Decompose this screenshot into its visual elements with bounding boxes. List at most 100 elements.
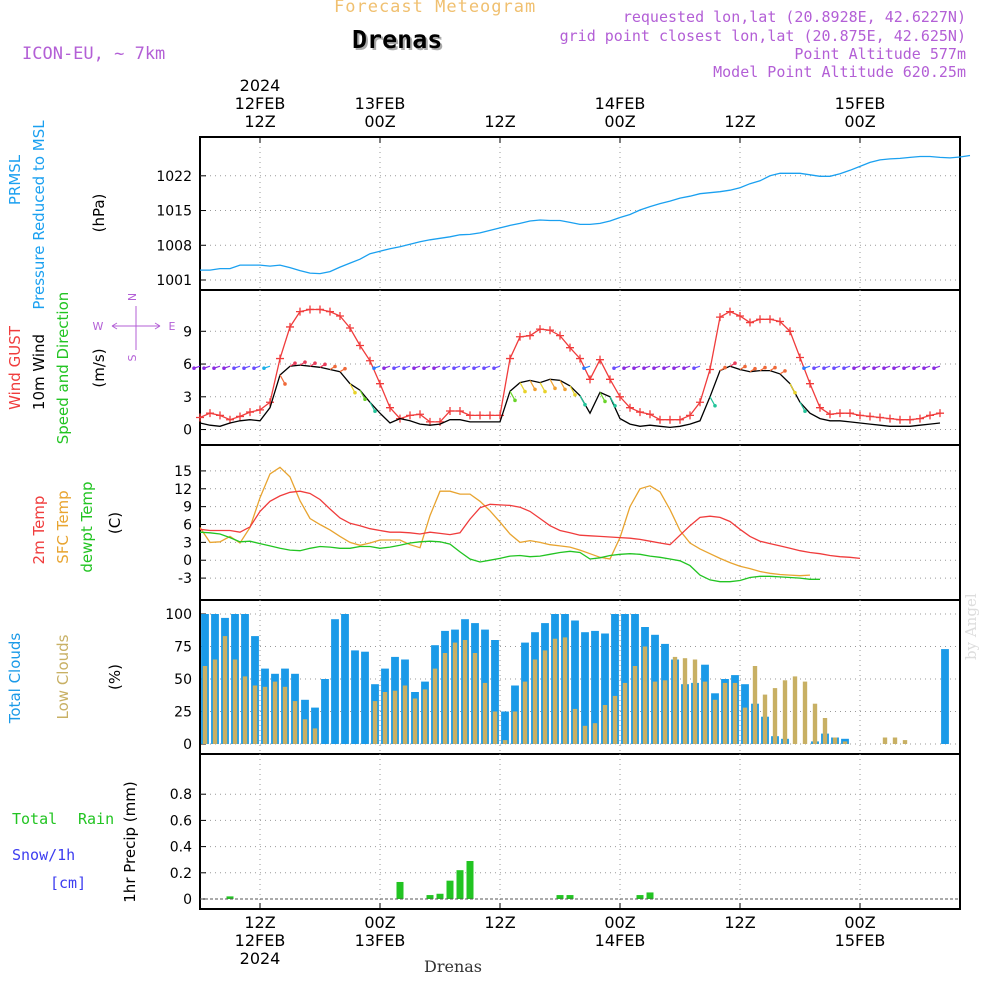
low-cloud-bar xyxy=(372,701,378,744)
wind-arrow-head xyxy=(743,364,747,369)
bottom-time-label: 00Z xyxy=(844,913,875,932)
low-cloud-bar xyxy=(312,728,318,744)
total-cloud-bar xyxy=(941,649,949,744)
wind-arrow-head xyxy=(612,366,616,371)
gust-marker xyxy=(486,411,494,420)
low-cloud-bar xyxy=(622,682,628,744)
wind-arrow-head xyxy=(912,366,916,371)
compass-west: W xyxy=(93,320,104,333)
low-cloud-bar xyxy=(512,711,518,744)
wind-arrow-head xyxy=(583,402,587,407)
gust-marker xyxy=(356,341,364,350)
precip-bar xyxy=(226,896,234,899)
gust-marker xyxy=(696,398,704,407)
compass-south: S xyxy=(126,354,139,361)
ylabel-percent: (%) xyxy=(106,664,124,690)
gust-marker xyxy=(386,403,394,412)
gust-marker xyxy=(886,414,894,423)
wind-arrow-head xyxy=(622,366,626,371)
wind-arrow-head xyxy=(563,387,567,392)
y-tick-label: 0 xyxy=(183,553,192,569)
y-tick-label: 0.2 xyxy=(170,866,192,882)
wind-arrow-head xyxy=(662,366,666,371)
wind-arrow-head xyxy=(202,366,206,371)
total-cloud-bar xyxy=(611,614,619,744)
low-cloud-bar xyxy=(252,685,258,744)
gust-marker xyxy=(736,312,744,321)
top-time-label: 12Z xyxy=(724,112,755,131)
ylabel-hpa: (hPa) xyxy=(90,194,108,233)
gust-marker xyxy=(596,355,604,364)
low-cloud-bar xyxy=(772,688,778,744)
low-cloud-bar xyxy=(522,681,528,744)
low-cloud-bar xyxy=(302,719,308,744)
gust-marker xyxy=(416,410,424,419)
bottom-time-label: 00Z xyxy=(604,913,635,932)
wind-arrow-head xyxy=(932,366,936,371)
low-cloud-bar xyxy=(842,741,848,744)
total-cloud-bar xyxy=(351,650,359,744)
top-time-label: 00Z xyxy=(604,112,635,131)
wind-arrow-head xyxy=(713,403,717,408)
wind-arrow-head xyxy=(472,366,476,371)
wind-arrow-head xyxy=(462,366,466,371)
ylabel-celsius: (C) xyxy=(106,512,124,534)
gust-marker xyxy=(846,409,854,418)
total-cloud-bar xyxy=(501,711,509,744)
ylabel-ms: (m/s) xyxy=(90,348,108,387)
wind-arrow-head xyxy=(313,361,317,366)
low-cloud-bar xyxy=(632,666,638,744)
legend-cm: [cm] xyxy=(50,874,86,892)
gust-marker xyxy=(456,406,464,415)
y-tick-label: 25 xyxy=(174,705,192,721)
low-cloud-bar xyxy=(782,680,788,744)
y-tick-label: 6 xyxy=(183,518,192,534)
top-time-label: 00Z xyxy=(844,112,875,131)
legend-rain: Rain xyxy=(78,810,114,828)
y-tick-label: 1008 xyxy=(156,238,192,254)
low-cloud-bar xyxy=(582,725,588,744)
y-tick-label: 1001 xyxy=(156,273,192,289)
wind-arrow-head xyxy=(232,366,236,371)
low-cloud-bar xyxy=(442,653,448,744)
y-tick-label: 0.8 xyxy=(170,787,192,803)
precip-bar xyxy=(436,893,444,899)
y-tick-label: 0 xyxy=(183,892,192,908)
ylabel-low-clouds: Low Clouds xyxy=(54,634,72,719)
wind-arrow-head xyxy=(323,362,327,367)
gust-marker xyxy=(936,409,944,418)
sfc-temp-line xyxy=(199,466,811,577)
ylabel-2m-temp: 2m Temp xyxy=(30,496,48,565)
gust-marker xyxy=(686,411,694,420)
wind-arrow-head xyxy=(723,365,727,370)
y-tick-label: 15 xyxy=(174,464,192,480)
precip-bar xyxy=(396,881,404,899)
wind-arrow-head xyxy=(872,366,876,371)
wind-arrow-head xyxy=(682,366,686,371)
wind-arrow-head xyxy=(802,366,806,371)
gust-marker xyxy=(666,415,674,424)
total-cloud-bar xyxy=(341,614,349,744)
low-cloud-bar xyxy=(272,681,278,744)
wind-arrow-head xyxy=(303,360,307,364)
temp-2m-line xyxy=(199,490,861,560)
gust-marker xyxy=(576,354,584,363)
legend-snow: Snow/1h xyxy=(12,846,75,864)
y-tick-label: 6 xyxy=(183,357,192,373)
wind-arrow-head xyxy=(363,397,367,402)
precip-bar xyxy=(636,895,644,899)
pressure-line xyxy=(200,154,971,275)
y-tick-label: 0 xyxy=(183,737,192,753)
panel-frame-pressure xyxy=(199,136,961,291)
gust-marker xyxy=(286,322,294,331)
low-cloud-bar xyxy=(282,686,288,744)
grid-point-coords: grid point closest lon,lat (20.875E, 42.… xyxy=(559,27,966,45)
low-cloud-bar xyxy=(742,707,748,744)
gust-marker xyxy=(556,331,564,340)
wind-arrow-head xyxy=(262,366,266,371)
wind-arrow-head xyxy=(793,390,797,395)
precip-bar xyxy=(426,895,434,899)
low-cloud-bar xyxy=(202,666,208,744)
gust-marker xyxy=(656,415,664,424)
top-time-label: 00Z xyxy=(364,112,395,131)
